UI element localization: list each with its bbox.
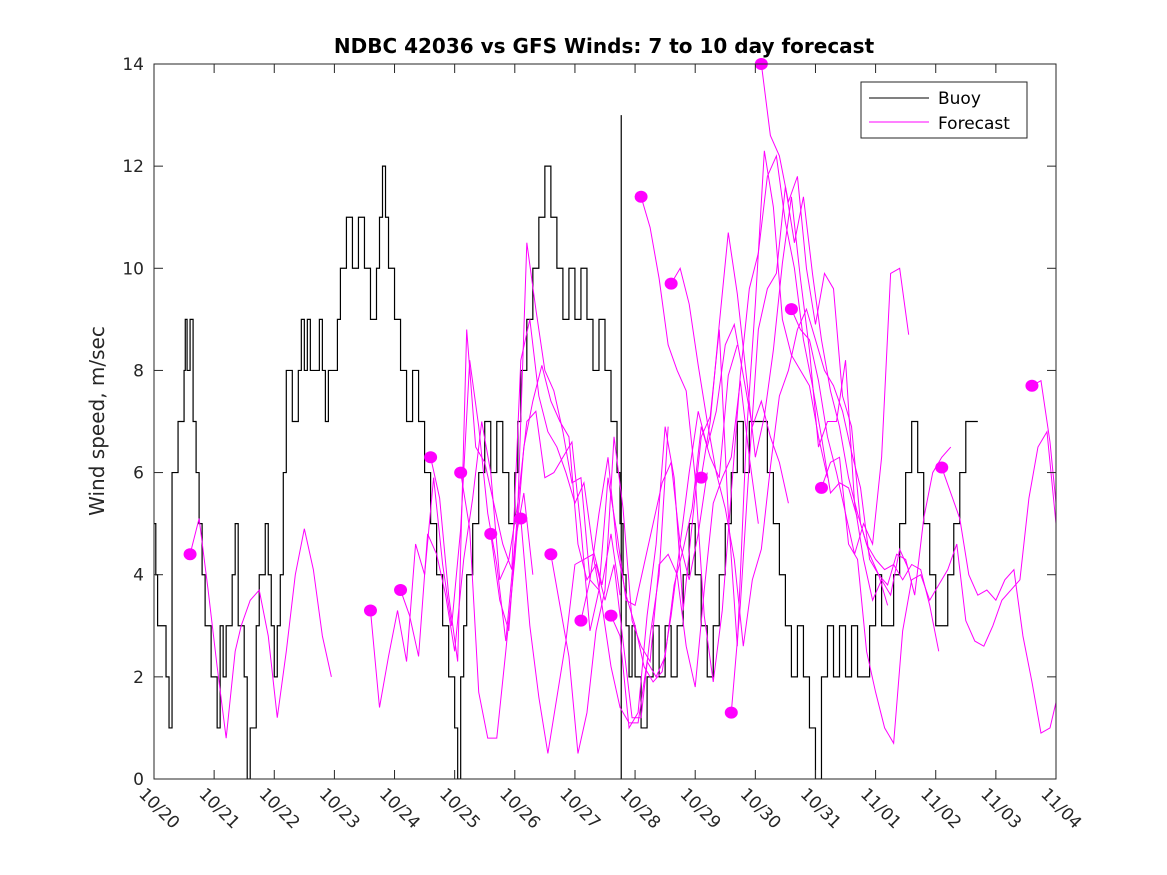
axes-box	[153, 63, 1057, 780]
forecast-start-marker-3	[363, 604, 377, 617]
forecast-start-marker-12	[634, 190, 648, 203]
forecast-run-line-6	[460, 365, 669, 739]
forecast-run-line-16	[760, 63, 952, 596]
y-tick-label: 14	[122, 55, 144, 75]
buoy-series-line	[154, 165, 978, 779]
y-tick-label: 10	[122, 259, 144, 279]
forecast-run-line-10	[580, 322, 789, 683]
forecast-run-line-9	[550, 380, 759, 754]
forecast-run-line-4	[400, 410, 600, 657]
forecast-start-marker-9	[544, 548, 558, 561]
forecast-start-marker-11	[604, 609, 618, 622]
legend-box	[860, 81, 1028, 139]
chart-title: NDBC 42036 vs GFS Winds: 7 to 10 day for…	[334, 34, 875, 58]
plot-area	[154, 58, 1056, 779]
forecast-run-line-15	[730, 186, 940, 713]
forecast-start-marker-6	[454, 466, 468, 479]
y-tick-label: 6	[133, 464, 144, 484]
y-tick-label: 12	[122, 157, 144, 177]
y-tick-label: 0	[133, 770, 144, 790]
forecast-run-line-17	[790, 267, 910, 555]
y-axis-label: Wind speed, m/sec	[85, 326, 109, 516]
forecast-start-marker-15	[724, 706, 738, 719]
forecast-run-line-5	[430, 319, 621, 662]
legend-buoy-label: Buoy	[938, 89, 981, 109]
forecast-start-marker-19	[935, 461, 949, 474]
forecast-start-marker-8	[514, 512, 528, 525]
forecast-run-line-14	[700, 196, 910, 602]
forecast-start-marker-18	[814, 481, 828, 494]
forecast-start-marker-14	[694, 471, 708, 484]
y-tick-label: 2	[133, 668, 144, 688]
forecast-run-line-18	[821, 430, 1056, 745]
forecast-start-marker-17	[784, 303, 798, 316]
y-tick-label: 8	[133, 361, 144, 381]
forecast-start-marker-4	[394, 584, 408, 597]
forecast-start-marker-10	[574, 614, 588, 627]
forecast-run-line-3	[369, 360, 534, 708]
y-tick-label: 4	[133, 566, 144, 586]
legend-forecast-label: Forecast	[938, 114, 1010, 134]
forecast-start-marker-7	[484, 527, 498, 540]
forecast-run-line-19	[941, 467, 1056, 734]
legend: Buoy Forecast	[860, 81, 1028, 139]
forecast-run-line-12	[640, 154, 859, 683]
forecast-run-line-2	[189, 518, 332, 739]
forecast-start-marker-20	[1025, 379, 1039, 392]
forecast-start-marker-5	[424, 451, 438, 464]
forecast-start-marker-13	[664, 277, 678, 290]
forecast-start-marker-2	[183, 548, 197, 561]
